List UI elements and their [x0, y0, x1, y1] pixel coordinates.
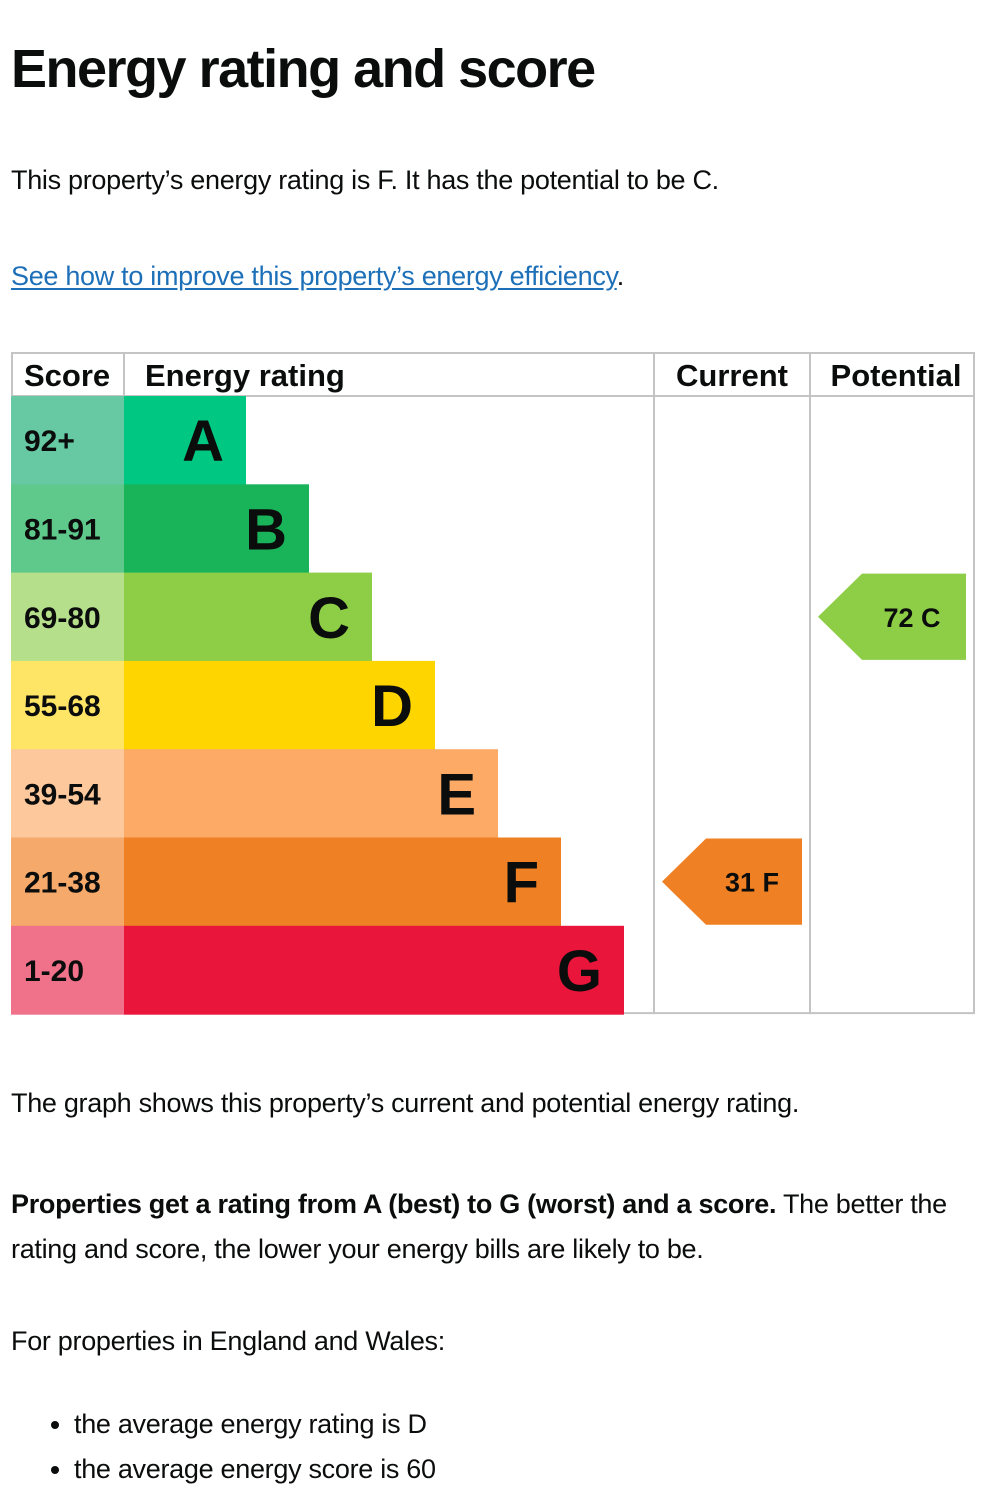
rating-letter-c: C: [308, 586, 350, 651]
score-range-f: 21-38: [24, 867, 101, 900]
rating-explanation: Properties get a rating from A (best) to…: [11, 1182, 986, 1272]
rating-letter-d: D: [371, 674, 413, 739]
rating-explanation-bold: Properties get a rating from A (best) to…: [11, 1189, 777, 1219]
improve-paragraph: See how to improve this property’s energ…: [11, 258, 624, 294]
rating-letter-e: E: [437, 762, 476, 827]
score-cell-b: [11, 484, 124, 574]
score-range-c: 69-80: [24, 602, 101, 635]
rating-letter-g: G: [557, 939, 602, 1004]
header-current: Current: [676, 358, 788, 393]
score-range-e: 39-54: [24, 778, 101, 811]
energy-rating-chart: Score Energy rating Current Potential 92+ A 8…: [11, 352, 975, 1015]
potential-rating-label: 72 C: [883, 603, 940, 633]
current-rating-label: 31 F: [725, 868, 779, 898]
improve-link-suffix: .: [616, 261, 625, 291]
list-item-average-rating: the average energy rating is D: [74, 1402, 436, 1447]
header-energy-rating: Energy rating: [145, 358, 345, 393]
improve-efficiency-link[interactable]: See how to improve this property’s energ…: [11, 261, 617, 291]
intro-text: This property’s energy rating is F. It h…: [11, 165, 719, 195]
rating-bar-g: [124, 925, 624, 1015]
header-potential: Potential: [831, 358, 962, 393]
score-cell-e: [11, 749, 124, 839]
chart-headers: Score Energy rating Current Potential: [24, 358, 961, 393]
score-range-a: 92+: [24, 425, 75, 458]
rating-bar-c: [124, 572, 372, 662]
chart-bands: 92+ A 81-91 B 69-80 C 55-68 D 39-54 E 21-38 F 1-20 G: [11, 396, 624, 1015]
page-title: Energy rating and score: [11, 39, 596, 99]
averages-list: the average energy rating is D the avera…: [36, 1402, 436, 1492]
rating-bar-f: [124, 837, 561, 927]
score-range-d: 55-68: [24, 690, 101, 723]
score-cell-c: [11, 572, 124, 662]
rating-bar-a: [124, 396, 246, 485]
score-cell-f: [11, 837, 124, 927]
current-rating-arrow: [662, 838, 802, 925]
rating-bar-b: [124, 484, 309, 574]
score-cell-g: [11, 925, 124, 1015]
chart-indicators: 31 F 72 C: [662, 573, 966, 925]
score-range-g: 1-20: [24, 955, 84, 988]
rating-letter-a: A: [182, 409, 224, 474]
graph-note: The graph shows this property’s current …: [11, 1088, 800, 1118]
rating-bar-d: [124, 660, 435, 750]
score-cell-d: [11, 660, 124, 750]
rating-letter-f: F: [504, 851, 539, 916]
header-score: Score: [24, 358, 110, 393]
score-range-b: 81-91: [24, 513, 101, 546]
score-cell-a: [11, 396, 124, 485]
potential-rating-arrow: [818, 573, 966, 660]
rating-bar-e: [124, 749, 498, 839]
rating-explanation-rest: The better the rating and score, the low…: [11, 1189, 947, 1264]
region-intro: For properties in England and Wales:: [11, 1326, 445, 1356]
list-item-average-score: the average energy score is 60: [74, 1447, 436, 1492]
rating-letter-b: B: [245, 497, 287, 562]
